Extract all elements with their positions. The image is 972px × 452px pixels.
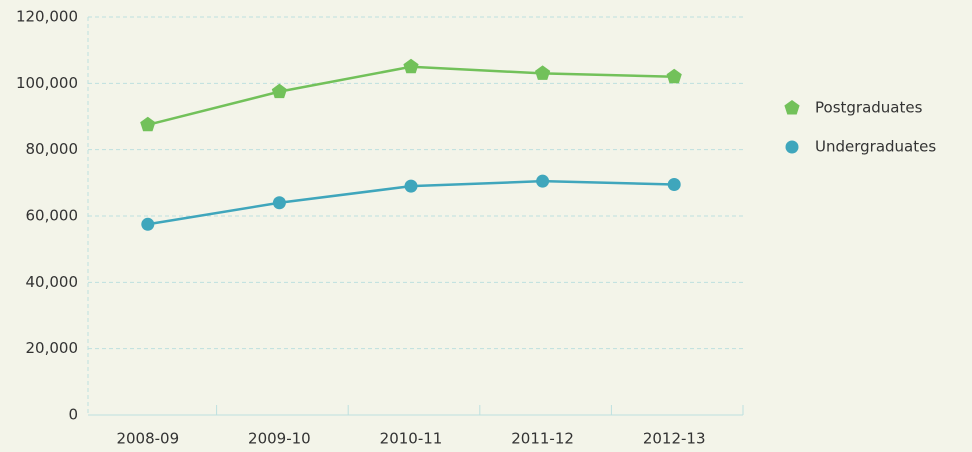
x-tick-label: 2012-13: [643, 430, 706, 448]
y-tick-label: 40,000: [26, 273, 79, 291]
y-tick-label: 120,000: [16, 8, 78, 26]
legend-marker: [785, 140, 799, 154]
data-point: [403, 58, 419, 74]
y-tick-label: 80,000: [26, 140, 79, 158]
legend-label: Postgraduates: [815, 99, 923, 117]
data-point: [667, 177, 681, 191]
x-tick-label: 2011-12: [511, 430, 574, 448]
data-point: [536, 174, 550, 188]
y-tick-label: 0: [68, 406, 78, 424]
legend-label: Undergraduates: [815, 138, 936, 156]
data-point: [404, 179, 418, 193]
legend-marker: [784, 100, 800, 115]
data-point: [271, 83, 287, 99]
x-tick-label: 2008-09: [116, 430, 179, 448]
y-tick-label: 20,000: [26, 339, 79, 357]
y-tick-label: 60,000: [26, 207, 79, 225]
y-tick-label: 100,000: [16, 74, 78, 92]
x-tick-label: 2010-11: [380, 430, 443, 448]
data-point: [141, 217, 155, 231]
data-point: [140, 116, 156, 132]
data-point: [535, 65, 551, 80]
series-line: [147, 65, 675, 127]
data-point: [666, 68, 682, 84]
x-tick-label: 2009-10: [248, 430, 311, 448]
data-point: [272, 196, 286, 210]
